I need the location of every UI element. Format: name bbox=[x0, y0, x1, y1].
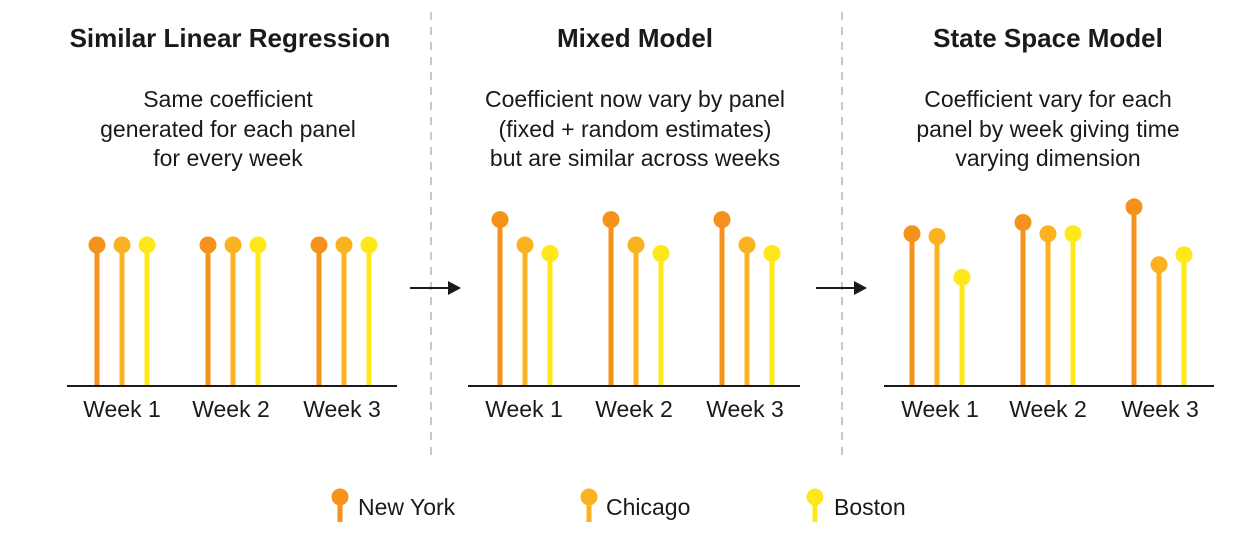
panel-title: Similar Linear Regression bbox=[70, 23, 391, 53]
point-boston-week-2 bbox=[1064, 225, 1082, 243]
week-label: Week 1 bbox=[901, 396, 979, 422]
legend-lollipop-icon bbox=[806, 488, 824, 522]
legend-label: Boston bbox=[834, 494, 906, 520]
week-label: Week 3 bbox=[1121, 396, 1199, 422]
point-chicago-week-1 bbox=[928, 228, 946, 246]
legend: New York Chicago Boston bbox=[331, 488, 906, 522]
point-chicago-week-2 bbox=[1039, 225, 1057, 243]
panel-title: Mixed Model bbox=[557, 23, 713, 53]
point-new-york-week-2 bbox=[199, 236, 217, 254]
point-boston-week-1 bbox=[541, 244, 559, 262]
point-boston-week-1 bbox=[953, 268, 971, 286]
legend-label: Chicago bbox=[606, 494, 690, 520]
panel-description-line: panel by week giving time bbox=[916, 116, 1179, 142]
panel-title: State Space Model bbox=[933, 23, 1163, 53]
lollipop-chart bbox=[88, 236, 378, 386]
legend-dot bbox=[580, 488, 598, 506]
point-boston-week-3 bbox=[360, 236, 378, 254]
week-label: Week 2 bbox=[1009, 396, 1087, 422]
legend-lollipop-icon bbox=[580, 488, 598, 522]
point-new-york-week-1 bbox=[903, 225, 921, 243]
week-label: Week 3 bbox=[706, 396, 784, 422]
arrow-icon-1 bbox=[410, 281, 461, 295]
week-label: Week 3 bbox=[303, 396, 381, 422]
point-chicago-week-2 bbox=[627, 236, 645, 254]
point-new-york-week-2 bbox=[1014, 213, 1032, 231]
week-label: Week 2 bbox=[192, 396, 270, 422]
point-boston-week-2 bbox=[249, 236, 267, 254]
lollipop-chart bbox=[903, 198, 1193, 386]
point-chicago-week-3 bbox=[335, 236, 353, 254]
legend-label: New York bbox=[358, 494, 456, 520]
panel-description-line: for every week bbox=[153, 145, 303, 171]
panel-description-line: Same coefficient bbox=[143, 86, 313, 112]
point-chicago-week-1 bbox=[516, 236, 534, 254]
lollipop-chart bbox=[491, 211, 781, 386]
point-chicago-week-3 bbox=[1150, 256, 1168, 274]
point-chicago-week-2 bbox=[224, 236, 242, 254]
panel-mixed-model: Mixed Model Coefficient now vary by pane… bbox=[468, 23, 800, 422]
point-new-york-week-1 bbox=[88, 236, 106, 254]
panel-description-line: generated for each panel bbox=[100, 116, 356, 142]
panel-state-space-model: State Space Model Coefficient vary for e… bbox=[884, 23, 1214, 422]
panel-description-line: (fixed + random estimates) bbox=[499, 116, 772, 142]
point-chicago-week-1 bbox=[113, 236, 131, 254]
week-label: Week 1 bbox=[83, 396, 161, 422]
panel-description-line: varying dimension bbox=[955, 145, 1140, 171]
week-label: Week 1 bbox=[485, 396, 563, 422]
point-boston-week-3 bbox=[763, 244, 781, 262]
point-new-york-week-1 bbox=[491, 211, 509, 229]
legend-dot bbox=[331, 488, 349, 506]
point-new-york-week-2 bbox=[602, 211, 620, 229]
panel-description-line: Coefficient now vary by panel bbox=[485, 86, 785, 112]
legend-item-new-york: New York bbox=[331, 488, 456, 522]
legend-dot bbox=[806, 488, 824, 506]
legend-item-boston: Boston bbox=[806, 488, 906, 522]
legend-item-chicago: Chicago bbox=[580, 488, 690, 522]
point-boston-week-1 bbox=[138, 236, 156, 254]
panel-similar-linear-regression: Similar Linear Regression Same coefficie… bbox=[67, 23, 397, 422]
point-new-york-week-3 bbox=[310, 236, 328, 254]
panel-description-line: but are similar across weeks bbox=[490, 145, 780, 171]
arrow-icon-2 bbox=[816, 281, 867, 295]
point-new-york-week-3 bbox=[1125, 198, 1143, 216]
point-boston-week-3 bbox=[1175, 246, 1193, 264]
week-label: Week 2 bbox=[595, 396, 673, 422]
point-new-york-week-3 bbox=[713, 211, 731, 229]
point-chicago-week-3 bbox=[738, 236, 756, 254]
point-boston-week-2 bbox=[652, 244, 670, 262]
legend-lollipop-icon bbox=[331, 488, 349, 522]
panel-description-line: Coefficient vary for each bbox=[924, 86, 1172, 112]
